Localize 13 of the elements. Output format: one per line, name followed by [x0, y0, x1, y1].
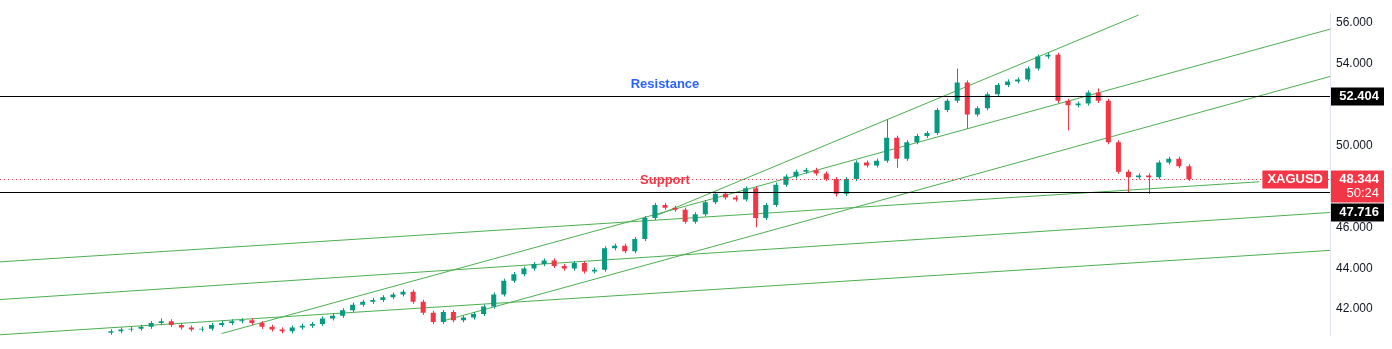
text: 52.404	[1339, 88, 1380, 104]
text: 48.344	[1339, 171, 1380, 187]
ref-line-label: Resistance	[630, 75, 700, 91]
y-tick-label: 56.000	[1336, 14, 1374, 29]
y-tick-label: 44.000	[1336, 260, 1374, 275]
y-tick-label: 46.000	[1336, 219, 1374, 234]
text: 47.716	[1339, 204, 1379, 220]
y-tick-label: 42.000	[1336, 301, 1374, 316]
y-tick-label: 50.000	[1336, 137, 1374, 152]
ref-line-label: XAGUSD	[1267, 171, 1323, 187]
text: 50:24	[1346, 185, 1379, 201]
y-tick-label: 54.000	[1336, 55, 1374, 70]
ref-line-label: Support	[640, 171, 691, 187]
